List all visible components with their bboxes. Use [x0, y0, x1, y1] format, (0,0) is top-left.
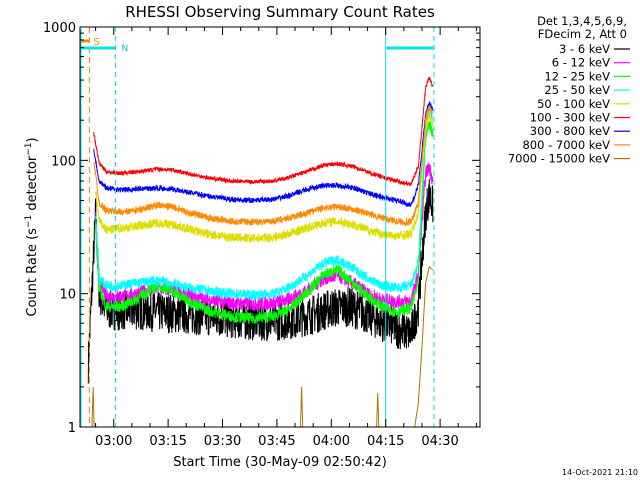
series-line	[95, 111, 434, 243]
annotation-layer: SN	[80, 27, 435, 427]
series-line	[95, 108, 434, 301]
legend-item-label: 6 - 12 keV	[552, 56, 610, 70]
series-line	[93, 105, 434, 227]
legend-item-label: 300 - 800 keV	[530, 124, 610, 138]
x-axis-label: Start Time (30-May-09 02:50:42)	[173, 455, 387, 470]
y-axis-label-superscript: −1	[24, 142, 34, 155]
y-axis-label: Count Rate (s−1 detector−1)	[24, 137, 40, 316]
footer-timestamp: 14-Oct-2021 21:10	[562, 468, 638, 477]
legend-item-label: 25 - 50 keV	[544, 83, 610, 97]
plot-frame	[79, 26, 481, 428]
y-axis-label-part: detector	[25, 155, 40, 215]
x-axis: 03:00 03:15 03:30 03:45 04:00 04:15 04:30	[95, 27, 477, 449]
legend-item-label: 100 - 300 keV	[530, 111, 610, 125]
legend-header-line: Det 1,3,4,5,6,9,	[537, 14, 627, 28]
x-tick-label: 03:45	[258, 434, 295, 449]
legend-item-label: 800 - 7000 keV	[522, 138, 610, 152]
x-tick-label: 03:30	[204, 434, 241, 449]
x-tick-label: 03:00	[95, 434, 132, 449]
y-tick-label: 100	[51, 154, 76, 169]
night-label: N	[122, 44, 129, 54]
legend: Det 1,3,4,5,6,9, FDecim 2, Att 0 3 - 6 k…	[508, 14, 630, 166]
y-tick-label: 10	[59, 288, 76, 303]
series-line	[95, 121, 434, 326]
y-tick-label: 1	[68, 421, 76, 436]
legend-item-label: 3 - 6 keV	[559, 42, 610, 56]
y-axis-label-part: Count Rate (s	[25, 228, 40, 317]
y-axis-label-superscript: −1	[24, 215, 34, 228]
y-tick-label: 1000	[43, 21, 76, 36]
series-line	[95, 162, 434, 313]
series-line	[93, 101, 434, 208]
series-line	[93, 76, 434, 187]
x-tick-label: 03:15	[149, 434, 186, 449]
x-tick-label: 04:30	[421, 434, 458, 449]
legend-item-label: 12 - 25 keV	[544, 69, 610, 83]
legend-header-line: FDecim 2, Att 0	[538, 27, 627, 41]
x-tick-label: 04:15	[367, 434, 404, 449]
y-axis-label-part: )	[25, 137, 40, 142]
y-axis: 1 10 100 1000	[43, 21, 480, 436]
x-tick-label: 04:00	[313, 434, 350, 449]
series-layer	[87, 76, 434, 428]
chart-title: RHESSI Observing Summary Count Rates	[125, 3, 435, 21]
legend-item-label: 7000 - 15000 keV	[508, 152, 610, 166]
attenuator-label: S	[93, 37, 99, 48]
legend-item-label: 50 - 100 keV	[537, 97, 610, 111]
series-line	[87, 179, 434, 384]
